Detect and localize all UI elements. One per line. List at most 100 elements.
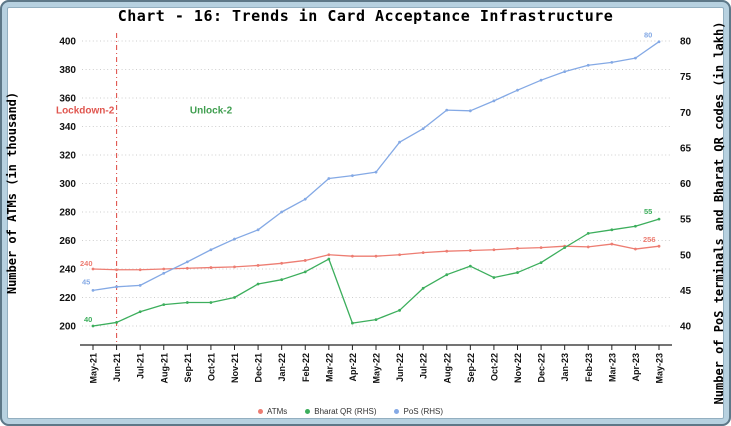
- point-value-label: 240: [80, 259, 93, 268]
- data-point: [233, 265, 236, 269]
- data-point: [610, 60, 614, 64]
- y-left-tick-label: 360: [59, 94, 76, 105]
- data-point: [586, 63, 590, 67]
- data-point: [115, 285, 118, 289]
- x-tick-label: Nov-21: [230, 353, 240, 383]
- x-tick-label: Apr-23: [631, 353, 641, 382]
- data-point: [539, 78, 543, 82]
- point-value-label: 45: [82, 277, 90, 286]
- x-tick-label: Dec-22: [537, 353, 547, 383]
- data-point: [138, 268, 142, 272]
- data-point: [657, 217, 661, 221]
- data-point: [492, 276, 496, 279]
- data-point: [233, 237, 236, 241]
- data-point: [256, 282, 260, 286]
- data-point: [539, 246, 543, 250]
- x-tick-label: May-22: [372, 353, 382, 384]
- y-left-tick-label: 320: [59, 151, 76, 162]
- data-point: [398, 308, 401, 312]
- data-point: [209, 301, 213, 304]
- data-point: [468, 249, 472, 252]
- x-tick-label: Oct-22: [489, 353, 499, 381]
- data-point: [634, 224, 637, 228]
- data-point: [209, 248, 213, 252]
- data-point: [374, 170, 378, 174]
- data-point: [634, 247, 637, 251]
- y-right-tick-label: 50: [680, 250, 692, 261]
- x-tick-label: May-23: [655, 353, 665, 384]
- x-tick-label: Sep-21: [183, 353, 193, 383]
- y-right-tick-label: 60: [680, 179, 692, 190]
- data-point: [185, 301, 189, 304]
- y-right-tick-label: 80: [680, 37, 692, 48]
- point-value-label: 40: [84, 315, 92, 324]
- data-point: [586, 231, 590, 235]
- chart-legend: ATMs Bharat QR (RHS) PoS (RHS): [0, 407, 701, 416]
- y-left-tick-label: 220: [59, 293, 76, 304]
- legend-marker-pos-icon: [394, 409, 400, 414]
- data-point: [516, 246, 519, 250]
- x-tick-label: Jul-21: [136, 353, 146, 379]
- data-point: [492, 99, 496, 103]
- point-value-label: 256: [643, 235, 656, 244]
- data-point: [209, 266, 213, 269]
- x-tick-label: Oct-21: [206, 353, 216, 381]
- legend-item-bharat-qr: Bharat QR (RHS): [305, 407, 376, 416]
- data-point: [374, 254, 378, 258]
- legend-label-atms: ATMs: [266, 407, 288, 416]
- x-tick-label: Nov-22: [513, 353, 523, 383]
- legend-item-pos: PoS (RHS): [394, 407, 443, 416]
- x-tick-label: Jun-22: [395, 353, 405, 382]
- data-point: [351, 321, 354, 325]
- data-point: [445, 108, 449, 112]
- y-left-tick-label: 200: [59, 322, 76, 333]
- data-point: [327, 177, 331, 180]
- data-point: [351, 254, 354, 258]
- y-right-tick-label: 55: [680, 215, 692, 226]
- data-point: [115, 321, 118, 324]
- data-point: [516, 271, 519, 274]
- data-point: [351, 174, 354, 178]
- x-tick-label: May-21: [89, 353, 99, 384]
- data-point: [468, 264, 472, 268]
- point-value-label: 55: [644, 207, 652, 216]
- data-point: [398, 140, 401, 144]
- y-right-tick-label: 40: [680, 322, 692, 333]
- data-point: [610, 242, 614, 246]
- data-point: [91, 267, 95, 271]
- x-tick-label: Feb-22: [301, 353, 311, 382]
- data-point: [374, 318, 378, 321]
- data-point: [162, 271, 166, 275]
- x-tick-label: Mar-23: [607, 353, 617, 382]
- data-point: [539, 261, 543, 264]
- data-point: [162, 267, 166, 271]
- y-left-tick-label: 340: [59, 122, 76, 133]
- data-point: [563, 70, 567, 74]
- x-tick-label: Feb-23: [584, 353, 594, 382]
- data-point: [91, 288, 95, 292]
- data-point: [445, 273, 449, 277]
- legend-label-bharat-qr: Bharat QR (RHS): [314, 407, 377, 416]
- data-point: [563, 246, 567, 250]
- data-point: [610, 228, 614, 232]
- y-left-tick-label: 240: [59, 265, 76, 276]
- x-tick-label: Mar-22: [324, 353, 334, 382]
- x-tick-label: Jan-23: [560, 353, 570, 382]
- x-tick-label: Apr-22: [348, 353, 358, 382]
- data-point: [657, 244, 661, 248]
- y-right-tick-label: 45: [680, 286, 692, 297]
- annotation-label: Unlock-2: [190, 106, 233, 117]
- data-point: [138, 310, 142, 314]
- data-point: [303, 259, 307, 262]
- y-left-tick-label: 300: [59, 179, 76, 190]
- data-point: [256, 264, 260, 267]
- data-point: [233, 296, 236, 299]
- data-point: [280, 278, 284, 282]
- chart-title: Chart - 16: Trends in Card Acceptance In…: [117, 7, 614, 25]
- x-tick-label: Sep-22: [466, 353, 476, 383]
- data-point: [398, 253, 401, 257]
- data-point: [256, 228, 260, 232]
- data-point: [586, 245, 590, 249]
- y-left-tick-label: 380: [59, 65, 76, 76]
